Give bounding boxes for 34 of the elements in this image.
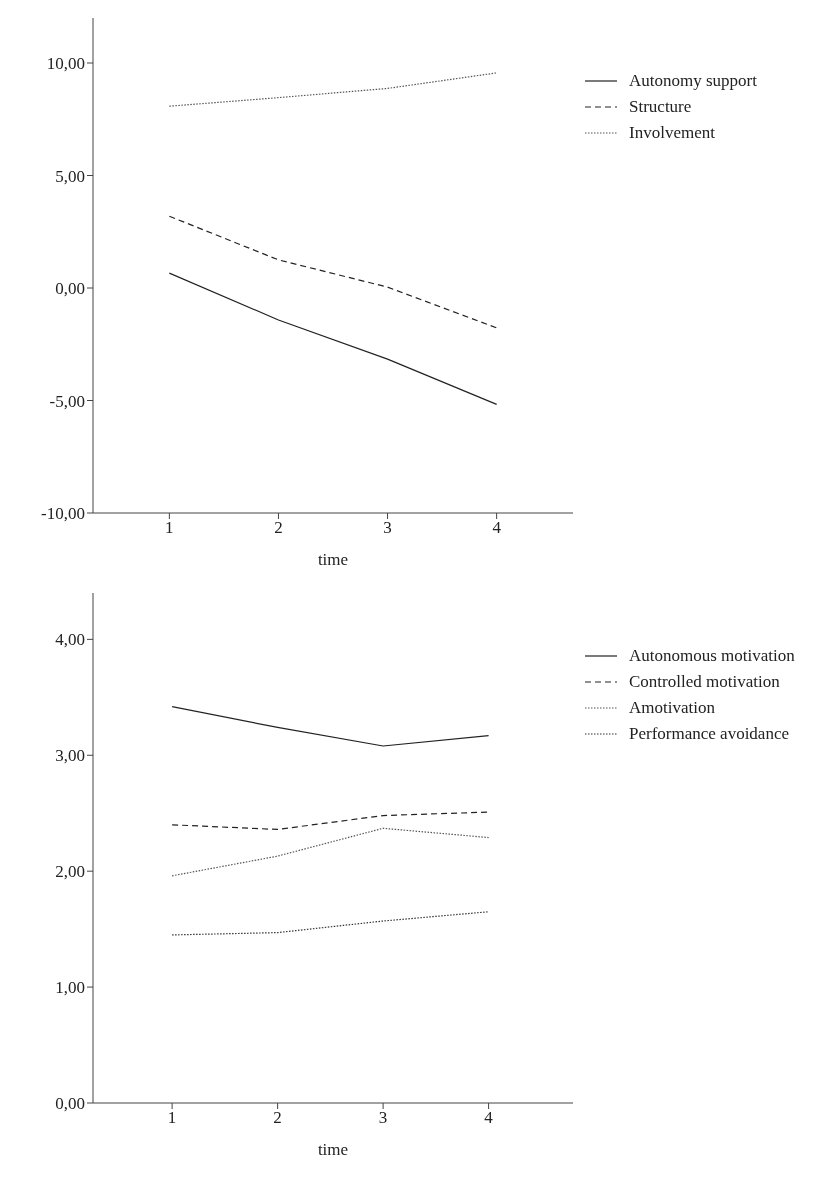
x-tick-label: 2 xyxy=(274,518,283,538)
x-tick-label: 1 xyxy=(165,518,174,538)
y-tick-label: 5,00 xyxy=(55,166,85,186)
line-series xyxy=(171,705,490,747)
x-tick-label: 3 xyxy=(383,518,392,538)
y-tick-label: 4,00 xyxy=(55,630,85,650)
y-tick-label: 10,00 xyxy=(46,54,85,74)
x-axis-title: time xyxy=(317,550,349,569)
x-tick-label: 4 xyxy=(492,518,502,538)
x-axis-title: time xyxy=(317,1140,349,1159)
y-tick-label: -10,00 xyxy=(41,504,85,524)
legend-label: Autonomy support xyxy=(629,71,757,91)
x-tick-label: 3 xyxy=(378,1108,388,1128)
x-tick-label: 2 xyxy=(273,1108,282,1128)
y-tick-label: 0,00 xyxy=(55,1094,85,1114)
y-tick-label: -5,00 xyxy=(49,391,85,411)
y-tick-label: 1,00 xyxy=(55,978,85,998)
legend-label: Structure xyxy=(629,97,692,117)
legend-label: Performance avoidance xyxy=(629,724,789,744)
y-tick-label: 3,00 xyxy=(55,746,85,766)
legend-label: Involvement xyxy=(629,123,715,143)
line-series xyxy=(171,827,490,877)
y-tick-label: 0,00 xyxy=(55,279,85,299)
legend-label: Autonomous motivation xyxy=(629,646,795,666)
line-series xyxy=(168,72,498,107)
line-series xyxy=(168,215,498,329)
line-series xyxy=(168,272,498,405)
x-tick-label: 1 xyxy=(167,1108,177,1128)
y-tick-label: 2,00 xyxy=(55,862,85,882)
legend-label: Controlled motivation xyxy=(629,672,780,692)
legend-label: Amotivation xyxy=(629,698,715,718)
line-series xyxy=(171,811,490,831)
line-series xyxy=(171,911,490,936)
x-tick-label: 4 xyxy=(484,1108,494,1128)
